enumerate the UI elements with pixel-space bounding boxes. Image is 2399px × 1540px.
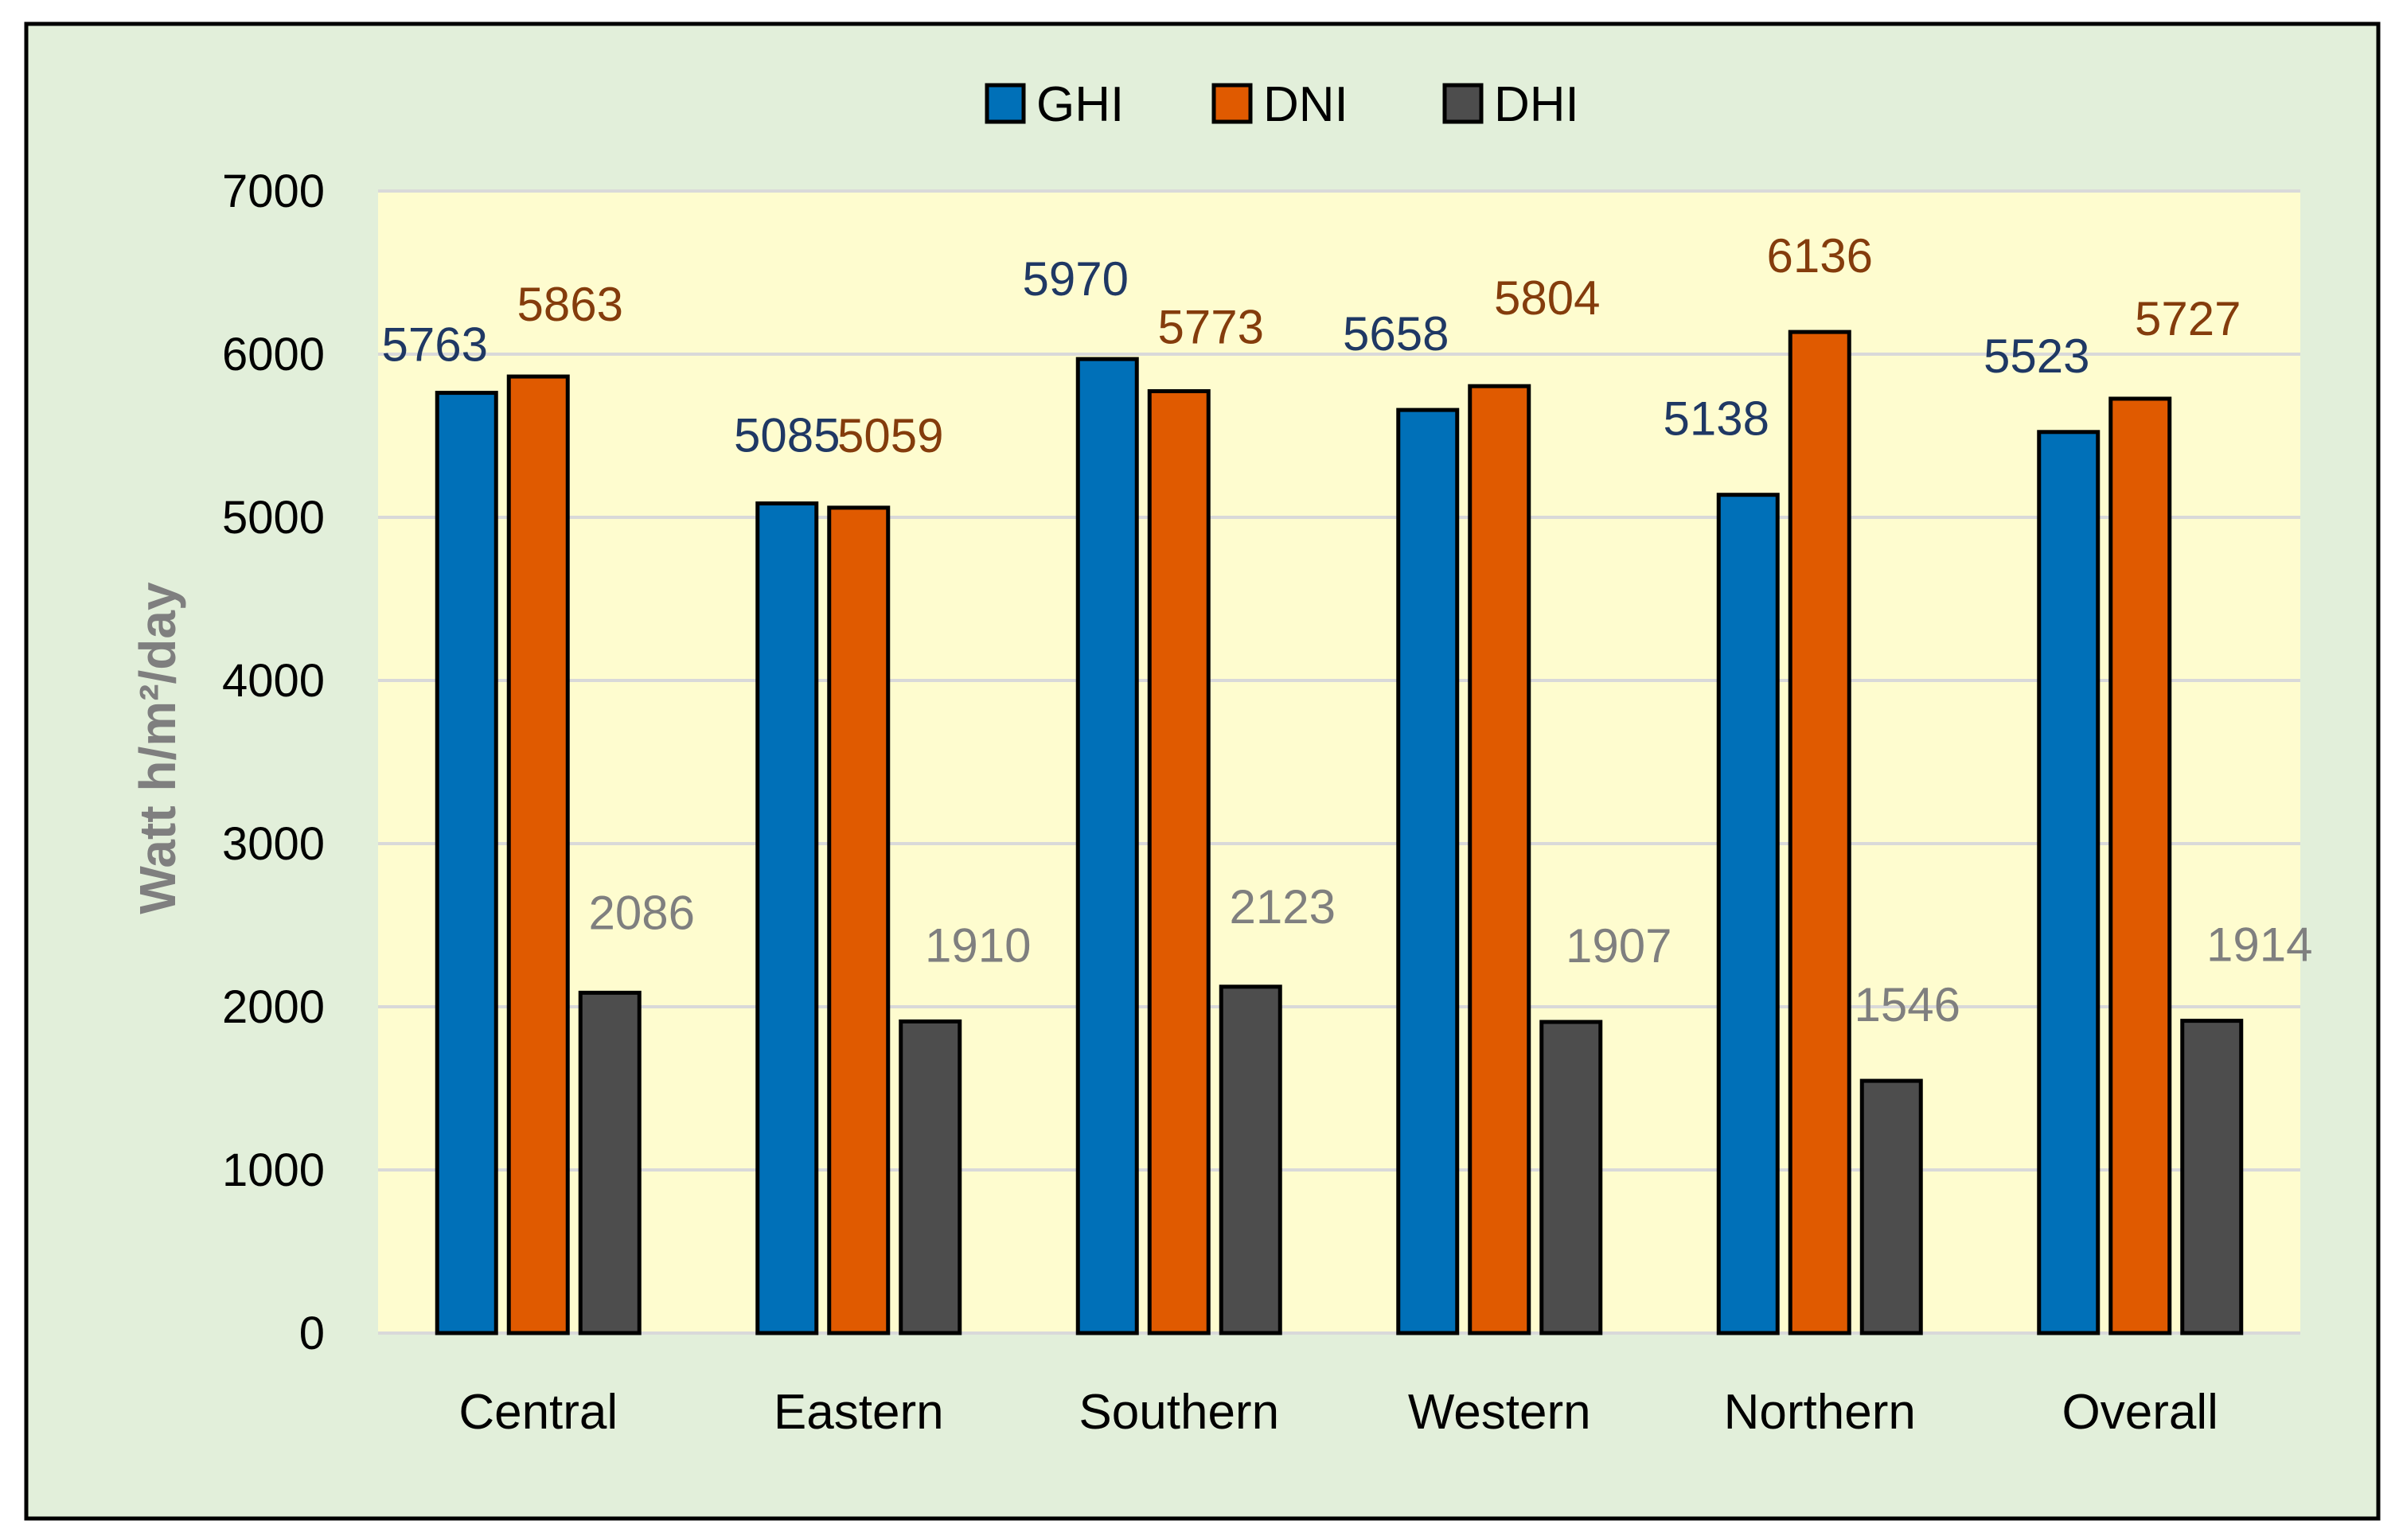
y-tick-label: 7000 [222,166,325,217]
bar-dhi-southern [1219,984,1282,1335]
data-label-ghi-eastern: 5085 [734,409,840,462]
bar-ghi-eastern [755,501,819,1335]
data-label-dni-central: 5863 [517,278,623,331]
y-tick-label: 0 [299,1308,325,1359]
legend-swatch-ghi [985,83,1026,124]
bar-ghi-overall [2037,430,2101,1335]
y-tick-label: 3000 [222,818,325,870]
data-label-dhi-overall: 1914 [2206,918,2312,972]
legend-label-dhi: DHI [1494,77,1579,132]
bars [435,329,2244,1335]
gridlines [378,189,2300,1172]
y-tick-label: 6000 [222,329,325,380]
legend-label-dni: DNI [1263,77,1348,132]
data-label-ghi-western: 5658 [1343,307,1449,361]
plot-area [378,191,2300,1333]
x-tick-label-northern: Northern [1724,1385,1916,1440]
data-label-dhi-northern: 1546 [1855,978,1960,1031]
data-label-dni-eastern: 5059 [837,409,943,462]
data-label-dhi-southern: 2123 [1230,880,1336,934]
data-label-dni-northern: 6136 [1767,229,1873,283]
data-label-ghi-southern: 5970 [1023,252,1129,306]
y-tick-label: 4000 [222,655,325,707]
bar-ghi-western [1396,407,1460,1335]
bar-dni-eastern [827,505,891,1335]
legend-swatch-dhi [1442,83,1484,124]
data-label-dni-western: 5804 [1494,271,1600,325]
data-label-dni-southern: 5773 [1158,301,1264,354]
x-tick-label-overall: Overall [2062,1385,2218,1440]
legend-swatch-dni [1211,83,1253,124]
bar-dhi-overall [2180,1019,2244,1335]
bar-dhi-northern [1859,1078,1923,1335]
legend: GHI DNI DHI [985,77,1579,132]
bar-dni-southern [1147,389,1211,1335]
data-label-dni-overall: 5727 [2135,292,2241,345]
y-axis-title: Watt h/m²/day [129,582,186,914]
axes: 0 1000 2000 3000 4000 5000 6000 7000 Central East… [222,166,2300,1440]
y-tick-label: 2000 [222,981,325,1033]
y-tick-label: 1000 [222,1144,325,1196]
data-label-dhi-central: 2086 [589,886,695,939]
bar-ghi-northern [1716,493,1780,1335]
x-tick-label-central: Central [458,1385,618,1440]
bar-dhi-western [1539,1020,1603,1335]
bar-dni-overall [2108,396,2172,1335]
bar-dni-central [506,374,570,1335]
data-label-ghi-central: 5763 [382,318,488,372]
x-tick-label-eastern: Eastern [774,1385,944,1440]
data-label-dhi-eastern: 1910 [925,918,1031,972]
x-tick-label-western: Western [1408,1385,1591,1440]
bar-ghi-central [435,391,498,1335]
legend-label-ghi: GHI [1036,77,1124,132]
data-label-dhi-western: 1907 [1566,919,1671,973]
bar-dhi-central [578,990,642,1335]
y-tick-label: 5000 [222,492,325,544]
data-label-ghi-overall: 5523 [1984,329,2089,383]
x-tick-label-southern: Southern [1079,1385,1279,1440]
data-label-ghi-northern: 5138 [1664,392,1769,446]
bar-dni-western [1468,384,1531,1335]
bar-dhi-eastern [899,1019,962,1335]
bar-dni-northern [1788,329,1851,1335]
bar-ghi-southern [1075,357,1139,1335]
